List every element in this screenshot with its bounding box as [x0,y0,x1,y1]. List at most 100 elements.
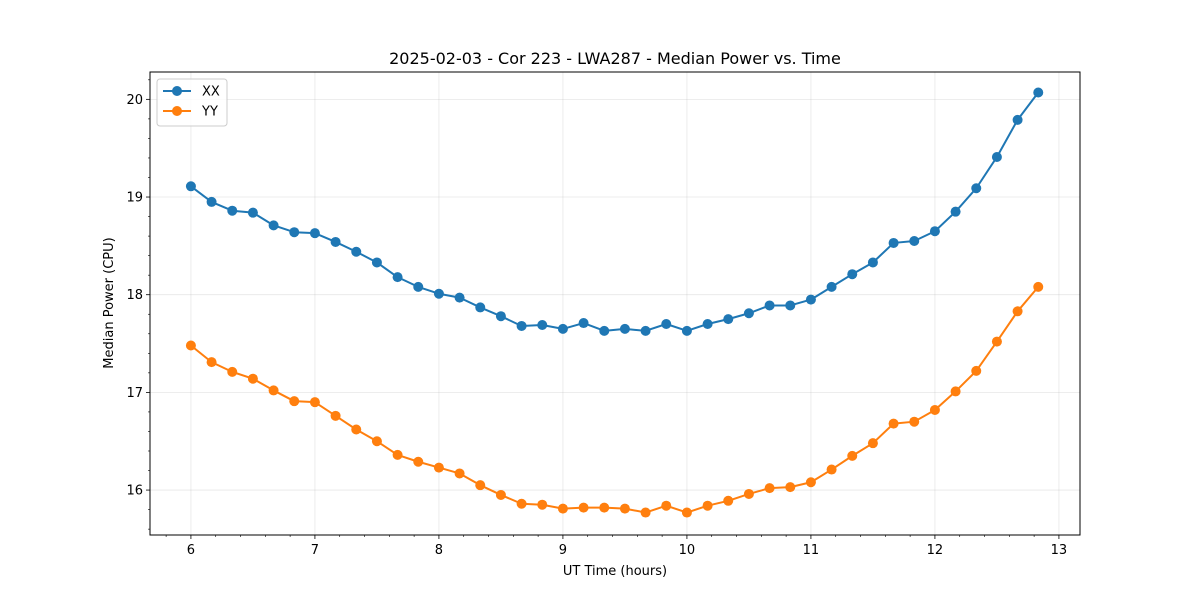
data-point-xx [909,235,920,246]
data-point-yy [495,489,506,500]
data-point-yy [888,418,899,429]
data-point-yy [247,373,258,384]
data-point-xx [599,325,610,336]
legend-label-xx: XX [202,85,220,100]
data-point-xx [971,183,982,194]
y-tick-label: 20 [126,93,143,108]
data-point-xx [475,302,486,313]
data-point-yy [206,357,217,368]
data-point-xx [537,319,548,330]
data-point-yy [268,385,279,396]
data-point-xx [950,206,961,217]
y-tick-label: 16 [126,484,143,499]
data-point-yy [971,365,982,376]
data-point-xx [413,281,424,292]
data-point-xx [309,228,320,239]
data-point-xx [289,227,300,238]
data-point-xx [247,207,258,218]
x-tick-label: 13 [1051,543,1068,558]
data-point-yy [433,462,444,473]
x-tick-label: 7 [311,543,319,558]
data-point-xx [888,237,899,248]
data-point-xx [351,246,362,257]
series-yy [185,281,1044,518]
y-tick-label: 19 [126,191,143,206]
data-point-yy [619,503,630,514]
data-point-yy [847,450,858,461]
data-point-yy [764,483,775,494]
data-point-yy [537,499,548,510]
data-point-yy [723,495,734,506]
x-tick-label: 12 [927,543,944,558]
y-tick-label: 18 [126,288,143,303]
legend-label-yy: YY [201,105,218,120]
data-point-xx [330,236,341,247]
x-axis-label: UT Time (hours) [563,564,667,579]
data-point-xx [826,281,837,292]
data-point-yy [227,366,238,377]
data-point-yy [702,500,713,511]
data-point-xx [929,226,940,237]
data-point-xx [1012,114,1023,125]
data-point-yy [681,507,692,518]
data-point-yy [640,507,651,518]
series-layer [185,87,1044,518]
data-point-yy [351,424,362,435]
data-point-yy [516,498,527,509]
x-tick-label: 8 [435,543,443,558]
data-point-xx [785,300,796,311]
y-axis-label: Median Power (CPU) [102,237,117,368]
data-point-xx [433,288,444,299]
data-point-yy [909,416,920,427]
data-point-yy [1033,281,1044,292]
data-point-xx [764,300,775,311]
data-point-xx [640,325,651,336]
x-tick-label: 11 [803,543,820,558]
data-point-yy [454,468,465,479]
data-point-xx [702,319,713,330]
data-point-xx [723,314,734,325]
chart-title: 2025-02-03 - Cor 223 - LWA287 - Median P… [389,49,841,68]
data-point-yy [392,449,403,460]
data-point-yy [743,488,754,499]
data-point-yy [330,410,341,421]
grid [150,72,1080,535]
data-point-yy [661,500,672,511]
data-point-xx [557,323,568,334]
data-point-yy [991,336,1002,347]
data-point-xx [495,311,506,322]
x-tick-label: 10 [679,543,696,558]
data-point-xx [661,319,672,330]
data-point-yy [785,482,796,493]
x-tick-label: 6 [187,543,195,558]
x-axis: 6 7 8 9 10 11 12 13 [165,535,1068,558]
data-point-xx [454,292,465,303]
data-point-xx [206,196,217,207]
data-point-xx [805,294,816,305]
data-point-xx [1033,87,1044,98]
data-point-xx [867,257,878,268]
data-point-xx [681,325,692,336]
data-point-xx [516,320,527,331]
y-tick-label: 17 [126,386,143,401]
y-axis: 16 17 18 19 20 [126,79,150,530]
data-point-xx [847,269,858,280]
data-point-yy [578,502,589,513]
series-xx [185,87,1044,336]
data-point-xx [227,205,238,216]
legend-marker-yy [172,106,182,116]
data-point-xx [743,308,754,319]
data-point-yy [929,404,940,415]
data-point-yy [867,438,878,449]
data-point-yy [1012,306,1023,317]
data-point-yy [185,340,196,351]
data-point-yy [371,436,382,447]
data-point-xx [371,257,382,268]
data-point-xx [619,323,630,334]
data-point-yy [413,456,424,467]
legend: XX YY [156,78,228,127]
legend-marker-xx [172,86,182,96]
data-point-yy [289,396,300,407]
data-point-yy [805,477,816,488]
